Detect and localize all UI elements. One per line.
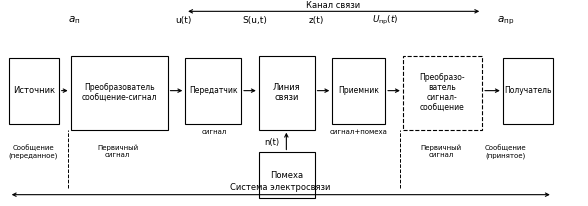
Text: Получатель: Получатель <box>504 86 552 95</box>
FancyBboxPatch shape <box>71 56 168 130</box>
Text: Сообщение
(принятое): Сообщение (принятое) <box>485 144 526 159</box>
Text: $U_\mathrm{пр}(t)$: $U_\mathrm{пр}(t)$ <box>372 14 399 27</box>
Text: Канал связи: Канал связи <box>306 1 360 10</box>
Text: сигнал: сигнал <box>202 129 228 135</box>
Text: S(u,t): S(u,t) <box>242 16 267 25</box>
Text: Помеха: Помеха <box>270 171 303 180</box>
FancyBboxPatch shape <box>503 58 553 124</box>
Text: Преобразователь
сообщение-сигнал: Преобразователь сообщение-сигнал <box>81 83 157 102</box>
Text: Первичный
сигнал: Первичный сигнал <box>420 145 462 158</box>
FancyBboxPatch shape <box>185 58 241 124</box>
Text: u(t): u(t) <box>175 16 192 25</box>
Text: n(t): n(t) <box>264 138 279 147</box>
Text: $a_\mathrm{п}$: $a_\mathrm{п}$ <box>68 15 81 27</box>
FancyBboxPatch shape <box>332 58 385 124</box>
Text: Линия
связи: Линия связи <box>273 83 300 102</box>
Text: Сообщение
(переданное): Сообщение (переданное) <box>9 144 58 159</box>
FancyBboxPatch shape <box>403 56 482 130</box>
Text: Преобразо-
ватель
сигнал-
сообщение: Преобразо- ватель сигнал- сообщение <box>420 73 465 113</box>
Text: сигнал+помеха: сигнал+помеха <box>330 129 387 135</box>
Text: Первичный
сигнал: Первичный сигнал <box>97 145 138 158</box>
Text: $a_\mathrm{пр}$: $a_\mathrm{пр}$ <box>497 14 514 27</box>
FancyBboxPatch shape <box>9 58 59 124</box>
Text: Приемник: Приемник <box>338 86 379 95</box>
Text: z(t): z(t) <box>309 16 324 25</box>
FancyBboxPatch shape <box>259 152 315 198</box>
Text: Источник: Источник <box>13 86 55 95</box>
Text: Передатчик: Передатчик <box>189 86 238 95</box>
Text: Система электросвязи: Система электросвязи <box>230 183 330 192</box>
FancyBboxPatch shape <box>259 56 315 130</box>
